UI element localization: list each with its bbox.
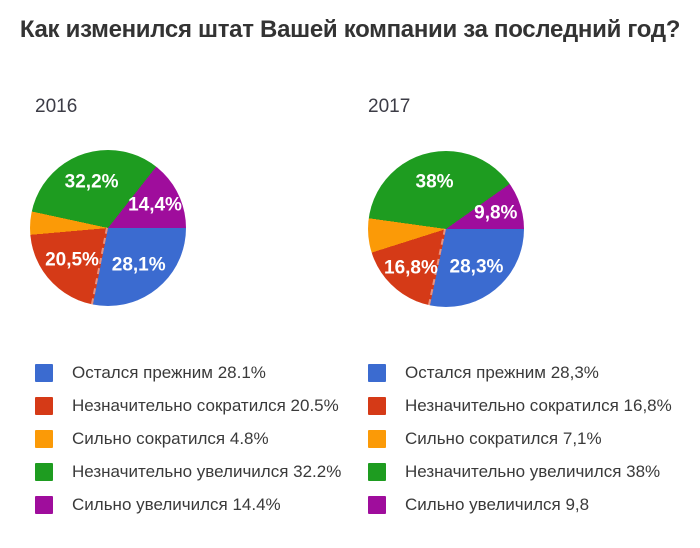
legend-item: Незначительно увеличился 32.2% — [35, 455, 341, 488]
legend-label: Незначительно увеличился 38% — [405, 461, 661, 481]
legend-label: Сильно сократился 7,1% — [405, 428, 602, 448]
pie-chart-2016: 28,1% 20,5% 32,2% 14,4% — [30, 150, 186, 306]
legend-item: Незначительно сократился 20.5% — [35, 389, 341, 422]
legend-swatch — [35, 495, 53, 514]
legend-label: Сильно увеличился 9,8 — [405, 494, 590, 514]
pie-slice-label: 14,4% — [128, 194, 182, 216]
legend-label: Незначительно сократился 16,8% — [405, 395, 672, 415]
legend-item: Незначительно сократился 16,8% — [368, 389, 672, 422]
legend-label: Сильно увеличился 14.4% — [72, 494, 281, 514]
legend-item: Остался прежним 28.1% — [35, 356, 341, 389]
legend-item: Сильно сократился 7,1% — [368, 422, 672, 455]
legend-swatch — [368, 429, 386, 448]
pie-slice-label: 38% — [415, 171, 454, 193]
legend-swatch — [35, 396, 53, 415]
pie-slice-label: 32,2% — [64, 171, 119, 193]
legend-item: Незначительно увеличился 38% — [368, 455, 672, 488]
legend-swatch — [368, 396, 386, 415]
legend-swatch — [368, 495, 386, 514]
pie-slice-label: 9,8% — [474, 202, 518, 224]
legend-swatch — [368, 462, 386, 481]
legend-item: Сильно увеличился 14.4% — [35, 488, 341, 521]
legend-2017: Остался прежним 28,3% Незначительно сокр… — [368, 356, 672, 521]
legend-label: Незначительно увеличился 32.2% — [72, 461, 342, 481]
legend-label: Остался прежним 28,3% — [405, 362, 599, 382]
legend-2016: Остался прежним 28.1% Незначительно сокр… — [35, 356, 341, 521]
legend-item: Сильно сократился 4.8% — [35, 422, 341, 455]
pie-chart-2017: 28,3% 16,8% 38% 9,8% — [368, 151, 524, 307]
legend-label: Незначительно сократился 20.5% — [72, 395, 339, 415]
legend-label: Остался прежним 28.1% — [72, 362, 266, 382]
legend-swatch — [35, 429, 53, 448]
legend-swatch — [35, 363, 53, 382]
legend-item: Остался прежним 28,3% — [368, 356, 672, 389]
chart-title: Как изменился штат Вашей компании за пос… — [19, 16, 681, 43]
year-label-2017: 2017 — [368, 96, 411, 117]
pie-slice-label: 20,5% — [45, 249, 99, 271]
pie-slice-label: 28,3% — [449, 256, 504, 278]
pie-slice-label: 16,8% — [384, 257, 438, 279]
legend-swatch — [35, 462, 53, 481]
pie-slice-label: 28,1% — [111, 254, 166, 276]
legend-swatch — [368, 363, 386, 382]
legend-item: Сильно увеличился 9,8 — [368, 488, 672, 521]
legend-label: Сильно сократился 4.8% — [72, 428, 269, 448]
year-label-2016: 2016 — [35, 96, 78, 117]
